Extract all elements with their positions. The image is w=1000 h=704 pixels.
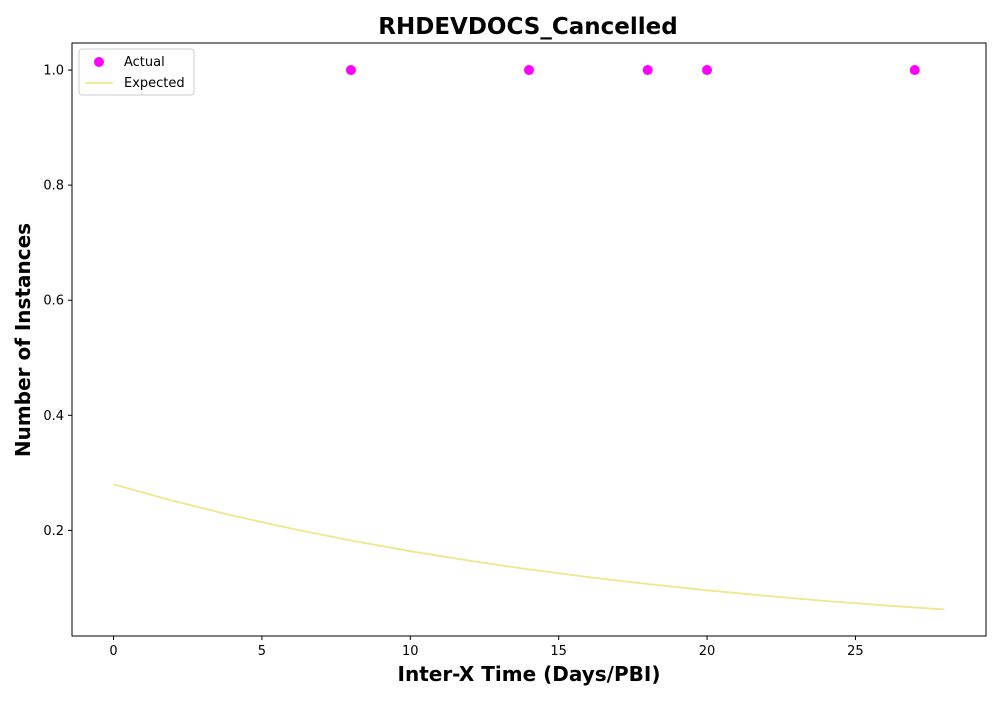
chart-marks	[113, 65, 945, 611]
y-tick-label: 0.4	[43, 409, 64, 424]
y-tick-label: 0.2	[43, 524, 64, 539]
actual-point-5	[909, 65, 920, 76]
actual-point-2	[524, 65, 534, 76]
x-axis-label: Inter-X Time (Days/PBI)	[398, 662, 661, 686]
x-tick-label: 0	[109, 644, 117, 659]
actual-point-3	[642, 65, 653, 76]
y-axis-label: Number of Instances	[11, 223, 35, 457]
plot-frame	[71, 42, 987, 637]
y-tick-label: 1.0	[43, 64, 64, 79]
plot-area	[72, 43, 986, 636]
x-tick-label: 15	[550, 644, 567, 659]
legend-actual-marker	[94, 57, 104, 67]
x-tick-label: 10	[402, 644, 419, 659]
actual-point-1	[345, 65, 356, 76]
x-tick-label: 5	[258, 644, 266, 659]
actual-point-4	[702, 65, 713, 76]
chart-title: RHDEVDOCS_Cancelled	[378, 14, 677, 40]
x-tick-label: 25	[847, 644, 864, 659]
expected-line	[113, 483, 945, 611]
x-tick-label: 20	[699, 644, 716, 659]
legend-expected-label: Expected	[124, 76, 185, 91]
x-axis-ticks: 0 5 10 15 20 25	[109, 636, 864, 659]
y-tick-label: 0.8	[43, 179, 64, 194]
legend-actual-label: Actual	[124, 55, 165, 70]
legend: Actual Expected	[78, 48, 195, 96]
y-axis-ticks: 0.2 0.4 0.6 0.8 1.0	[43, 64, 72, 539]
y-tick-label: 0.6	[43, 294, 64, 309]
